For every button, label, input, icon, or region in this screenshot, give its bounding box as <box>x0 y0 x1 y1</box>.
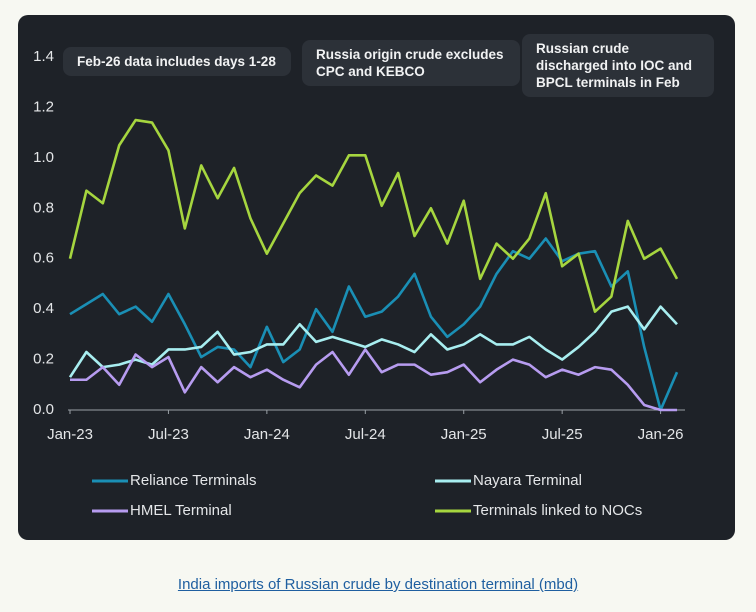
y-tick-label: 1.4 <box>33 48 54 65</box>
x-tick-label: Jul-23 <box>148 426 189 443</box>
caption-link[interactable]: India imports of Russian crude by destin… <box>177 576 579 593</box>
x-tick-label: Jan-24 <box>244 426 290 443</box>
series-line <box>68 305 678 378</box>
legend-label: Terminals linked to NOCs <box>473 502 642 519</box>
legend-label: HMEL Terminal <box>130 502 232 519</box>
legend-label: Nayara Terminal <box>473 472 582 489</box>
annotation: Feb-26 data includes days 1-28 <box>63 47 291 76</box>
caption: India imports of Russian crude by destin… <box>0 576 756 593</box>
y-tick-label: 1.2 <box>33 98 54 115</box>
y-tick-label: 1.0 <box>33 149 54 166</box>
annotation: Russian crude discharged into IOC and BP… <box>522 34 714 97</box>
series-line <box>69 237 679 412</box>
chart: 0.0 0.2 0.4 0.6 0.8 1.0 1.2 1.4 Jan-23 Jul-23 Jan-… <box>33 48 685 519</box>
y-tick-label: 0.6 <box>33 250 54 267</box>
x-tick-label: Jan-23 <box>47 426 93 443</box>
y-tick-label: 0.4 <box>33 300 54 317</box>
legend-label: Reliance Terminals <box>130 472 256 489</box>
y-tick-label: 0.0 <box>33 401 54 418</box>
x-tick-label: Jul-24 <box>345 426 386 443</box>
chart-card: 0.0 0.2 0.4 0.6 0.8 1.0 1.2 1.4 Jan-23 Jul-23 Jan-… <box>18 15 735 540</box>
y-tick-label: 0.2 <box>33 351 54 368</box>
x-tick-label: Jan-25 <box>441 426 487 443</box>
annotation: Russia origin crude excludes CPC and KEB… <box>302 40 520 86</box>
x-tick-label: Jul-25 <box>542 426 583 443</box>
x-tick-label: Jan-26 <box>638 426 684 443</box>
y-tick-label: 0.8 <box>33 199 54 216</box>
series-line <box>70 348 677 412</box>
series-line <box>68 118 679 313</box>
